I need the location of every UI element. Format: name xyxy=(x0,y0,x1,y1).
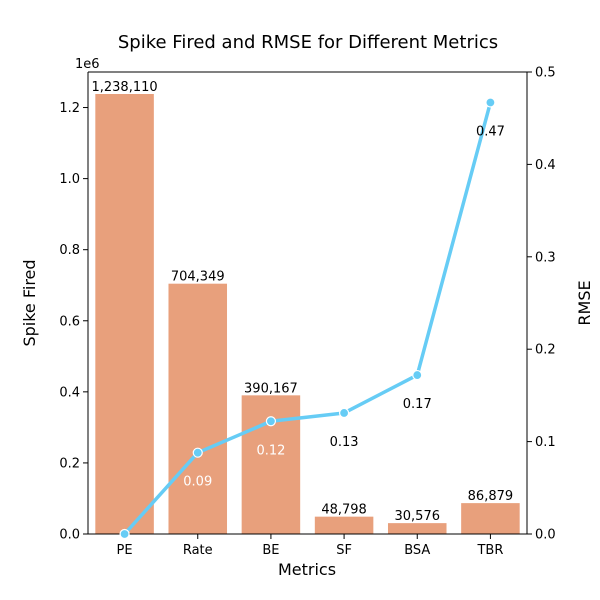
x-axis-label: Metrics xyxy=(278,560,336,579)
bar-value-label: 390,167 xyxy=(244,381,298,396)
y2-axis-label: RMSE xyxy=(575,280,594,325)
bar-value-label: 86,879 xyxy=(468,489,514,504)
bar xyxy=(387,523,447,534)
rmse-point xyxy=(192,447,203,458)
y-tick-label: 0.8 xyxy=(59,243,80,258)
rmse-value-label: 0.09 xyxy=(183,475,212,490)
x-tick-label: TBR xyxy=(476,543,503,558)
y2-tick-label: 0.1 xyxy=(535,435,556,450)
bar xyxy=(241,395,301,534)
y-tick-label: 0.0 xyxy=(59,528,80,543)
x-tick-label: BSA xyxy=(404,543,430,558)
y2-tick-label: 0.5 xyxy=(535,66,556,81)
rmse-value-label: 0.12 xyxy=(256,443,285,458)
bar xyxy=(314,516,374,534)
rmse-value-label: 0.17 xyxy=(403,397,432,412)
x-tick-label: SF xyxy=(336,543,352,558)
y-tick-label: 0.2 xyxy=(59,456,80,471)
rmse-point xyxy=(265,416,277,427)
y2-tick-label: 0.0 xyxy=(535,528,556,543)
bar xyxy=(461,503,520,534)
bar-value-label: 30,576 xyxy=(395,509,441,524)
y2-tick-label: 0.4 xyxy=(535,158,556,173)
y-tick-label: 0.4 xyxy=(59,385,80,400)
y-tick-label: 0.6 xyxy=(59,314,80,329)
rmse-point xyxy=(338,407,350,419)
y-tick-label: 1.0 xyxy=(59,172,80,187)
rmse-point xyxy=(412,369,423,381)
rmse-line xyxy=(122,100,493,536)
y2-tick-label: 0.2 xyxy=(535,343,556,358)
y-tick-label: 1.2 xyxy=(59,101,80,116)
rmse-point xyxy=(119,528,130,540)
plot-area: 1,238,110 704,349 390,167 48,798 30,576 86,87… xyxy=(59,66,555,559)
bar-value-label: 1,238,110 xyxy=(91,80,157,95)
y2-tick-label: 0.3 xyxy=(535,250,556,265)
x-tick-label: BE xyxy=(262,543,279,558)
y-offset-text: 1e6 xyxy=(75,57,100,72)
rmse-value-label: 0.13 xyxy=(330,435,359,450)
bar-value-label: 48,798 xyxy=(321,503,367,518)
rmse-point xyxy=(485,97,496,108)
bar xyxy=(168,283,228,534)
x-tick-label: Rate xyxy=(183,543,213,558)
chart-title: Spike Fired and RMSE for Different Metri… xyxy=(118,32,498,53)
bar-value-label: 704,349 xyxy=(171,270,225,285)
rmse-value-label: 0.47 xyxy=(476,124,505,139)
x-tick-label: PE xyxy=(117,543,133,558)
bar xyxy=(95,93,154,534)
y-axis-label: Spike Fired xyxy=(20,259,39,346)
